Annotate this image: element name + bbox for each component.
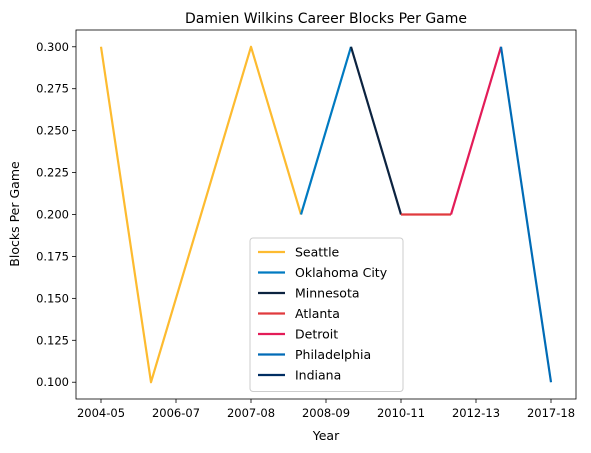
x-tick-label: 2017-18	[527, 406, 575, 420]
x-axis-label: Year	[312, 428, 340, 443]
series-line-1	[301, 47, 351, 215]
legend: Seattle Oklahoma City Minnesota Atlanta Detr…	[250, 238, 403, 392]
legend-label: Detroit	[295, 327, 338, 342]
legend-label: Atlanta	[295, 306, 340, 321]
y-axis: 0.100 0.125 0.150 0.175 0.200 0.225 0.250 0.275…	[36, 40, 76, 389]
y-tick-label: 0.250	[36, 124, 69, 138]
y-tick-label: 0.300	[36, 40, 69, 54]
chart-title: Damien Wilkins Career Blocks Per Game	[185, 11, 467, 27]
x-tick-label: 2010-11	[377, 406, 425, 420]
y-tick-label: 0.100	[36, 375, 69, 389]
x-tick-label: 2006-07	[152, 406, 200, 420]
legend-label: Indiana	[295, 368, 341, 383]
y-tick-label: 0.175	[36, 249, 69, 263]
x-tick-label: 2012-13	[452, 406, 500, 420]
legend-label: Minnesota	[295, 286, 360, 301]
series-line-4	[451, 47, 501, 215]
x-axis: 2004-05 2006-07 2007-08 2008-09 2010-11 2012-…	[77, 399, 575, 420]
legend-label: Philadelphia	[295, 347, 371, 362]
y-tick-label: 0.200	[36, 208, 69, 222]
x-tick-label: 2008-09	[302, 406, 350, 420]
y-tick-label: 0.275	[36, 82, 69, 96]
x-tick-label: 2004-05	[77, 406, 125, 420]
series-line-2	[351, 47, 401, 215]
y-axis-label: Blocks Per Game	[7, 161, 22, 267]
y-tick-label: 0.150	[36, 291, 69, 305]
series-line-5	[501, 47, 551, 382]
y-tick-label: 0.225	[36, 166, 69, 180]
legend-label: Oklahoma City	[295, 265, 388, 280]
x-tick-label: 2007-08	[227, 406, 275, 420]
legend-label: Seattle	[295, 245, 340, 260]
y-tick-label: 0.125	[36, 333, 69, 347]
